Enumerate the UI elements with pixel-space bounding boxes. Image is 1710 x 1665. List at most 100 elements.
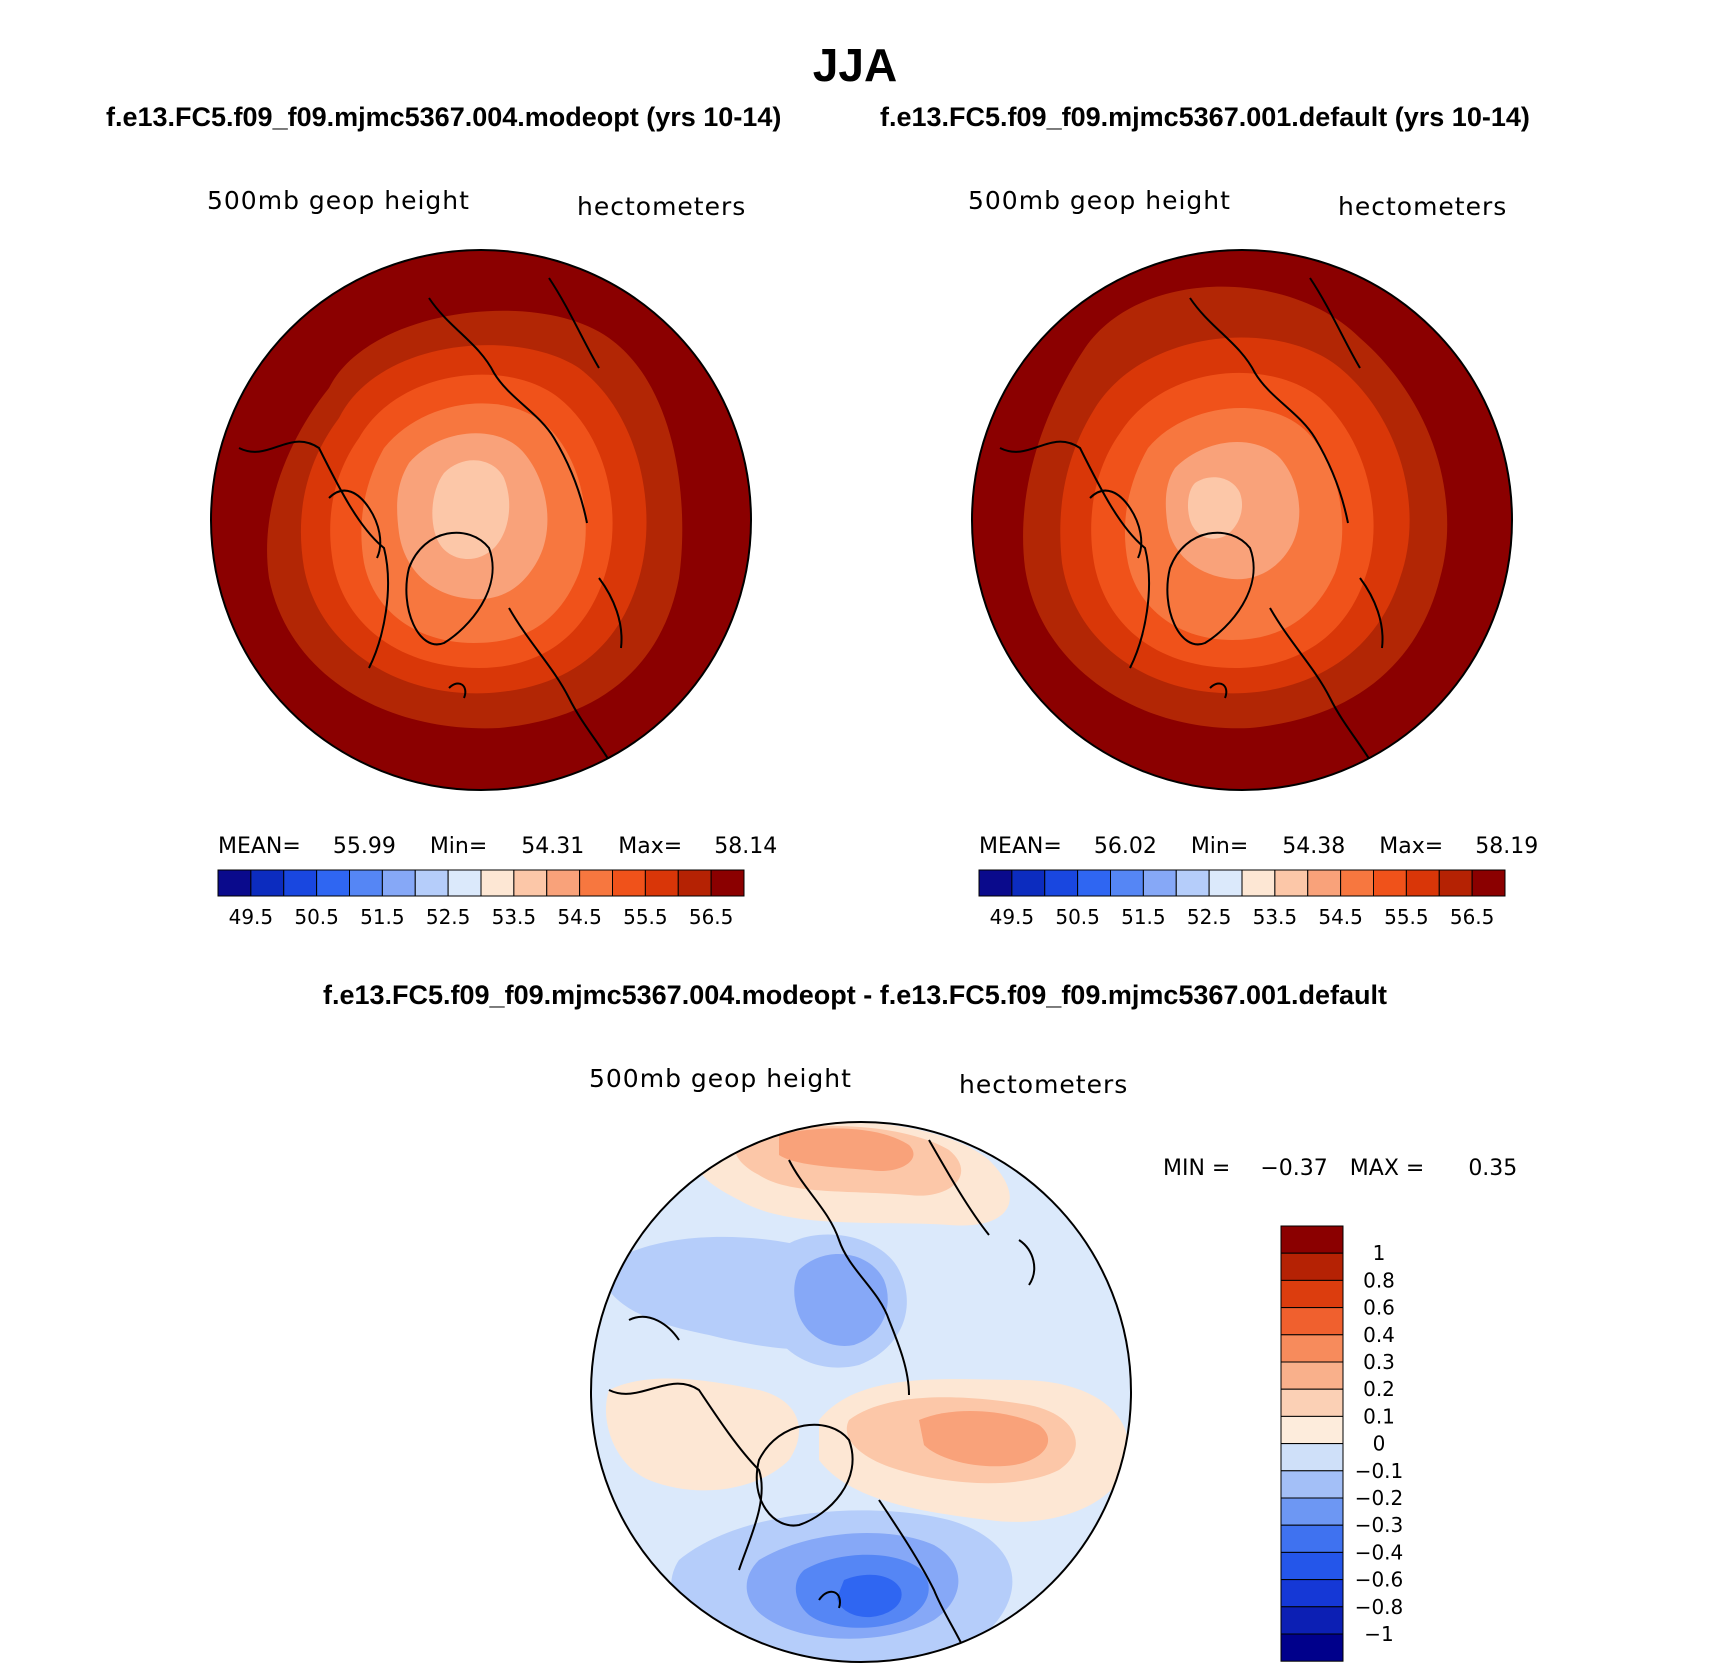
diff-map-border [590,1121,1132,1663]
left-map-coastlines [238,277,623,779]
difference-polar-map [590,1121,1132,1663]
left-map-border [210,249,752,791]
diff-colorbar-tick-label: −0.8 [1355,1595,1404,1619]
left-panel-units: hectometers [577,192,747,221]
left-colorbar-box [381,869,416,897]
positive-anomaly-contour [919,1410,1049,1467]
left-colorbar-tick-label: 51.5 [360,905,405,929]
left-colorbar-box [546,869,581,897]
left-colorbar-tick-label: 52.5 [426,905,471,929]
difference-colorbar: 1 0.8 0.6 0.4 0.3 0.2 0.1 0 −0.1 −0.2 −0.3 −0.4 −0.6… [1280,1225,1404,1662]
diff-colorbar-tick-label: 0.8 [1363,1268,1395,1292]
right-case-title: f.e13.FC5.f09_f09.mjmc5367.001.default (… [880,102,1530,132]
diff-colorbar-tick-label: −0.6 [1355,1568,1404,1592]
diff-colorbar-tick-label: −0.4 [1355,1540,1404,1564]
left-panel-variable: 500mb geop height [207,186,470,215]
left-colorbar-tick-label: 54.5 [557,905,602,929]
left-colorbar-box [579,869,613,897]
diff-colorbar-box [1280,1334,1344,1363]
right-max-value: 58.19 [1475,834,1539,859]
left-colorbar-box [677,869,712,897]
right-colorbar: 49.5 50.5 51.5 52.5 53.5 54.5 55.5 56.5 [978,869,1506,929]
right-colorbar-box [1405,869,1440,897]
diff-colorbar-box [1280,1524,1344,1553]
diff-colorbar-tick-label: 0.3 [1363,1350,1395,1374]
right-colorbar-tick-label: 56.5 [1450,905,1495,929]
diff-colorbar-tick-label: −0.3 [1355,1513,1404,1537]
diff-colorbar-tick-label: −0.2 [1355,1486,1404,1510]
left-colorbar-tick-label: 55.5 [623,905,668,929]
diff-map-coastlines [608,1139,1036,1661]
right-panel-variable: 500mb geop height [968,186,1231,215]
right-colorbar-tick-label: 51.5 [1121,905,1166,929]
right-map-contours [1023,286,1448,729]
negative-anomaly-contour [837,1574,902,1618]
contour-level [1187,477,1243,539]
diff-colorbar-tick-label: 0.6 [1363,1296,1395,1320]
left-colorbar-box [349,869,383,897]
left-colorbar-tick-label: 50.5 [294,905,339,929]
right-colorbar-box [1044,869,1079,897]
diff-colorbar-box [1280,1307,1344,1336]
left-colorbar-box [710,869,745,897]
difference-title: f.e13.FC5.f09_f09.mjmc5367.004.modeopt -… [322,980,1387,1010]
diff-colorbar-box [1280,1252,1344,1281]
diff-colorbar-box [1280,1551,1344,1581]
diff-min-value: −0.37 [1260,1156,1328,1181]
diff-colorbar-tick-label: 1 [1373,1241,1386,1265]
left-colorbar-tick-label: 53.5 [492,905,537,929]
diff-colorbar-tick-label: 0 [1373,1432,1386,1456]
diff-colorbar-box [1280,1279,1344,1309]
right-colorbar-box [1471,869,1506,897]
diff-colorbar-tick-label: 0.4 [1363,1323,1395,1347]
left-colorbar-box [480,869,515,897]
right-mean-value: 56.02 [1093,834,1157,859]
right-colorbar-box [1373,869,1407,897]
left-mean-label: MEAN= [218,834,301,859]
diff-colorbar-tick-label: −0.1 [1355,1459,1404,1483]
left-polar-map [210,249,752,791]
diff-colorbar-box [1280,1470,1344,1499]
right-colorbar-box [1438,869,1473,897]
diff-colorbar-box [1280,1497,1344,1526]
right-colorbar-box [1241,869,1276,897]
left-colorbar-box [513,869,548,897]
diff-colorbar-box [1280,1361,1344,1390]
diff-map-contours [599,1122,1129,1662]
left-colorbar-box [283,869,318,897]
right-colorbar-box [978,869,1013,897]
right-colorbar-tick-label: 49.5 [990,905,1035,929]
positive-anomaly-contour [779,1128,914,1171]
right-min-label: Min= [1190,834,1249,859]
right-polar-map [971,249,1513,791]
left-colorbar-box [250,869,285,897]
right-panel-units: hectometers [1338,192,1508,221]
left-mean-value: 55.99 [332,834,396,859]
right-min-value: 54.38 [1282,834,1346,859]
left-stats: MEAN= 55.99 Min= 54.31 Max= 58.14 [218,834,777,859]
right-colorbar-tick-label: 55.5 [1384,905,1429,929]
right-colorbar-tick-label: 52.5 [1187,905,1232,929]
left-colorbar-box [447,869,482,897]
left-colorbar-box [316,869,350,897]
right-map-border [971,249,1513,791]
right-map-coastlines [999,277,1384,779]
left-colorbar-box [644,869,679,897]
diff-max-label: MAX = [1349,1156,1425,1181]
right-colorbar-box [1110,869,1144,897]
diff-min-label: MIN = [1163,1156,1231,1181]
right-colorbar-box [1208,869,1243,897]
diff-colorbar-box [1280,1633,1344,1662]
figure-title: JJA [812,39,898,91]
right-mean-label: MEAN= [979,834,1062,859]
left-colorbar-tick-label: 56.5 [689,905,734,929]
right-colorbar-box [1307,869,1342,897]
right-stats: MEAN= 56.02 Min= 54.38 Max= 58.19 [979,834,1538,859]
left-colorbar-box [217,869,252,897]
left-colorbar-box [612,869,646,897]
left-max-label: Max= [618,834,683,859]
right-colorbar-box [1175,869,1210,897]
left-min-label: Min= [429,834,488,859]
diff-colorbar-box [1280,1415,1344,1445]
right-colorbar-tick-label: 53.5 [1253,905,1298,929]
